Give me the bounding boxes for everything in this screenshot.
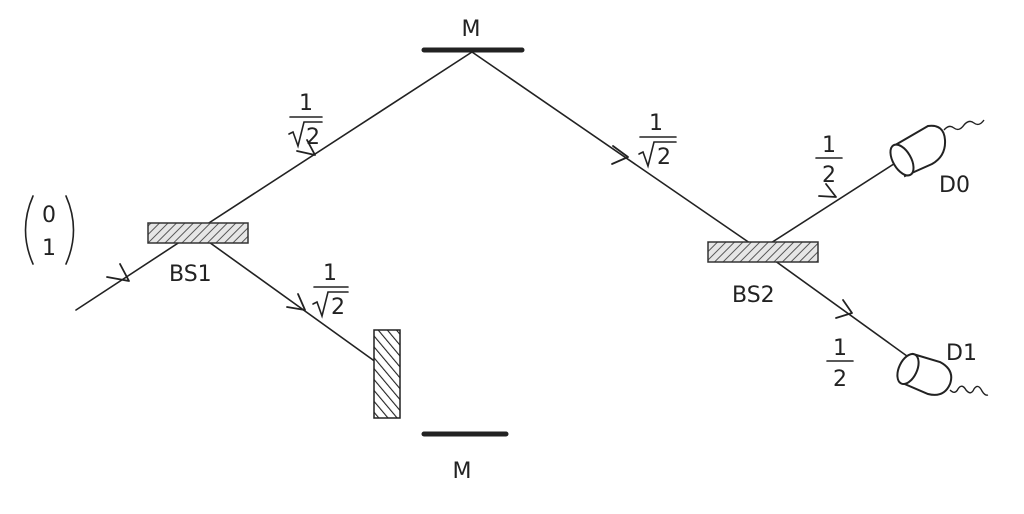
- input-beam: [75, 231, 196, 311]
- amplitude-bs1-lower: 1 2: [312, 261, 349, 320]
- amp-d0-den: 2: [822, 163, 836, 188]
- bs1-label: BS1: [169, 262, 212, 287]
- amp-bs1-lower-radical: [312, 291, 349, 319]
- detector-d0-label: D0: [939, 173, 970, 198]
- amp-d0-num: 1: [822, 133, 836, 158]
- input-state-vector: 0 1: [24, 195, 75, 265]
- beam-bs2-to-d1: [759, 249, 919, 365]
- beam-bs2-to-d0: [759, 159, 901, 251]
- amp-bs1-upper-num: 1: [299, 91, 313, 116]
- beam-bs1-to-top-mirror: [194, 51, 473, 233]
- bottom-mirror-label: M: [453, 459, 472, 484]
- beam-splitter-1: [147, 222, 249, 244]
- arrow-lower-arm: [286, 293, 306, 311]
- detector-d0-signal: [943, 119, 985, 131]
- detector-d0: D0: [889, 119, 985, 198]
- bs2-label: BS2: [732, 283, 775, 308]
- arrow-input: [106, 263, 130, 282]
- detector-d1-signal: [949, 385, 989, 396]
- detector-d1-lens: [896, 353, 920, 385]
- arrow-to-bs2: [611, 145, 629, 165]
- beam-splitter-2: [707, 241, 819, 263]
- input-state-bottom: 1: [42, 236, 56, 261]
- amp-bs1-upper-radical: [288, 121, 323, 149]
- amp-bs1-lower-num: 1: [323, 261, 337, 286]
- detector-d0-lens: [889, 143, 915, 177]
- input-state-top: 0: [42, 203, 56, 228]
- amp-mirror-bs2-radical: [638, 141, 677, 169]
- arrow-to-d1: [835, 299, 853, 319]
- beam-paths: [75, 51, 919, 366]
- amplitude-to-d1: 1 2: [826, 336, 854, 392]
- right-paren: [65, 195, 75, 265]
- amp-d1-den: 2: [833, 367, 847, 392]
- amplitude-to-d0: 1 2: [815, 133, 843, 188]
- amp-mirror-bs2-num: 1: [649, 111, 663, 136]
- left-paren: [24, 195, 34, 265]
- detector-d1: D1: [896, 341, 989, 396]
- amp-d1-num: 1: [833, 336, 847, 361]
- arrow-to-d0: [818, 183, 837, 198]
- amp-bs1-upper-den: 2: [306, 125, 320, 150]
- amp-mirror-bs2-den: 2: [657, 145, 671, 170]
- top-mirror-label: M: [462, 17, 481, 42]
- beam-bs1-to-lower-mirror: [194, 231, 381, 366]
- amp-bs1-lower-den: 2: [331, 295, 345, 320]
- amplitude-mirror-to-bs2: 1 2: [638, 111, 677, 170]
- lower-mirror-hatched: [373, 329, 401, 419]
- beam-arrows: [106, 139, 853, 319]
- detector-d1-label: D1: [946, 341, 977, 366]
- amplitude-bs1-upper: 1 2: [288, 91, 323, 150]
- arrow-upper-arm: [296, 139, 316, 156]
- beam-top-mirror-to-bs2: [471, 51, 761, 251]
